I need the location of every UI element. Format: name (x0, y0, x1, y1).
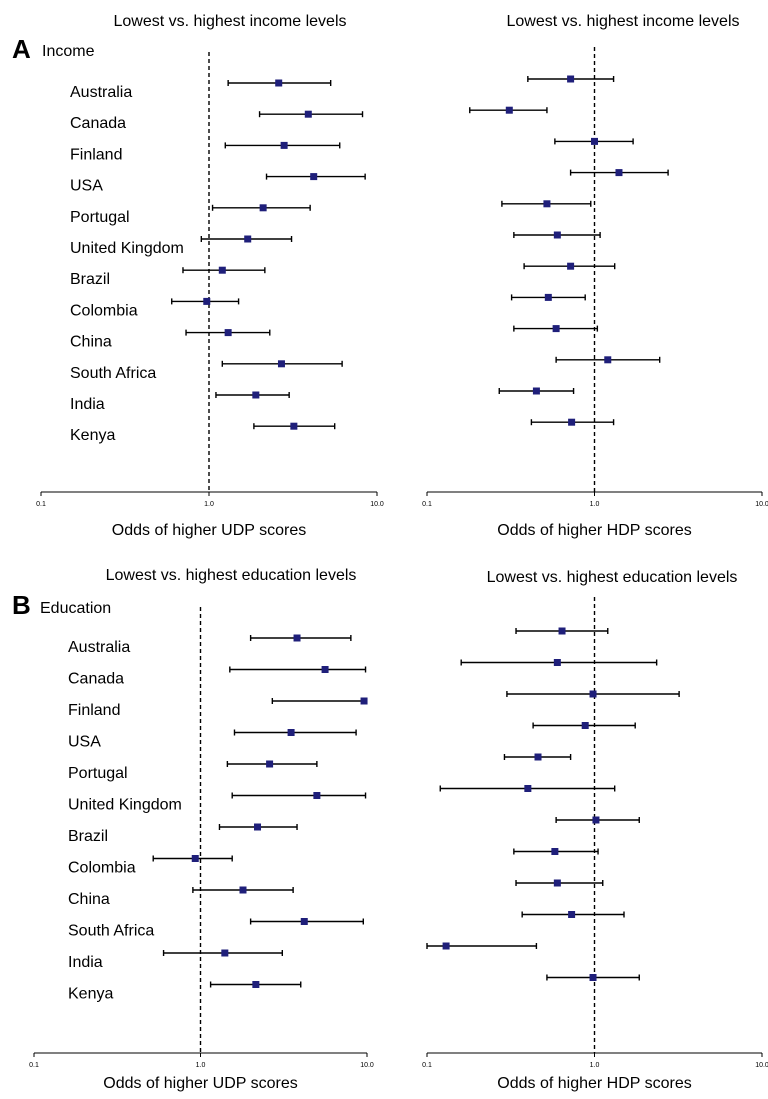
panel-name-income: Income (42, 43, 95, 60)
odds-ratio-marker (552, 325, 560, 333)
country-label: India (70, 396, 105, 413)
plot-title: Lowest vs. highest income levels (114, 13, 347, 30)
odds-ratio-marker (287, 729, 295, 736)
country-label: South Africa (70, 365, 156, 382)
odds-ratio-marker (568, 418, 576, 426)
x-axis-label: Odds of higher HDP scores (497, 522, 691, 539)
panel-letter-a: A (12, 34, 31, 64)
x-tick-label: 1.0 (590, 501, 600, 508)
odds-ratio-marker (275, 79, 283, 87)
odds-ratio-marker (615, 169, 623, 177)
country-label: USA (68, 734, 101, 751)
odds-ratio-marker (266, 760, 274, 768)
x-axis-label: Odds of higher UDP scores (103, 1075, 297, 1092)
x-tick-label: 10.0 (370, 501, 384, 508)
panel-name-education: Education (40, 600, 111, 617)
odds-ratio-marker (591, 137, 598, 145)
country-label: China (68, 891, 110, 908)
odds-ratio-marker (567, 75, 575, 83)
country-label: South Africa (68, 923, 154, 940)
odds-ratio-marker (568, 911, 576, 918)
odds-ratio-marker (221, 949, 229, 957)
odds-ratio-marker (534, 753, 542, 761)
x-tick-label: 1.0 (204, 501, 214, 508)
odds-ratio-marker (218, 266, 226, 274)
odds-ratio-marker (360, 697, 368, 705)
country-label: Colombia (68, 860, 136, 877)
odds-ratio-marker (581, 722, 589, 729)
odds-ratio-marker (505, 106, 513, 114)
odds-ratio-marker (567, 262, 575, 270)
country-label: Australia (70, 84, 132, 101)
country-label: United Kingdom (70, 240, 184, 257)
x-axis-label: Odds of higher UDP scores (112, 522, 306, 539)
x-tick-label: 0.1 (29, 1062, 39, 1069)
odds-ratio-marker (191, 855, 199, 862)
odds-ratio-marker (290, 422, 298, 430)
country-label: Portugal (68, 765, 128, 782)
x-axis-label: Odds of higher HDP scores (497, 1075, 691, 1092)
odds-ratio-marker (259, 204, 267, 212)
country-label: United Kingdom (68, 797, 182, 814)
x-tick-label: 1.0 (590, 1062, 600, 1069)
plot-title: Lowest vs. highest income levels (507, 13, 740, 30)
odds-ratio-marker (224, 329, 232, 337)
country-label: Kenya (68, 986, 113, 1003)
plot-title: Lowest vs. highest education levels (487, 569, 738, 586)
country-label: China (70, 334, 112, 351)
x-tick-label: 0.1 (422, 1062, 432, 1069)
odds-ratio-marker (310, 173, 318, 181)
country-label: Brazil (68, 828, 108, 845)
odds-ratio-marker (543, 200, 551, 208)
panel-letter-b: B (12, 590, 31, 620)
odds-ratio-marker (553, 659, 561, 666)
odds-ratio-marker (254, 823, 262, 831)
odds-ratio-marker (313, 792, 321, 799)
odds-ratio-marker (604, 356, 612, 364)
odds-ratio-marker (244, 235, 252, 243)
odds-ratio-marker (551, 848, 559, 855)
odds-ratio-marker (532, 387, 540, 395)
country-label: Finland (70, 146, 122, 163)
odds-ratio-marker (252, 391, 260, 399)
odds-ratio-marker (304, 110, 312, 118)
x-tick-label: 10.0 (755, 1062, 768, 1069)
x-tick-label: 0.1 (422, 501, 432, 508)
odds-ratio-marker (280, 141, 288, 149)
x-tick-label: 1.0 (196, 1062, 206, 1069)
country-label: Kenya (70, 427, 115, 444)
x-tick-label: 10.0 (755, 501, 768, 508)
country-label: Canada (68, 671, 124, 688)
odds-ratio-marker (553, 231, 561, 239)
country-label: Portugal (70, 209, 130, 226)
odds-ratio-marker (252, 981, 260, 988)
odds-ratio-marker (592, 816, 600, 824)
odds-ratio-marker (277, 360, 285, 368)
odds-ratio-marker (553, 879, 561, 887)
odds-ratio-marker (589, 974, 597, 981)
odds-ratio-marker (203, 297, 211, 305)
odds-ratio-marker (321, 666, 329, 673)
plot-title: Lowest vs. highest education levels (106, 567, 357, 584)
x-tick-label: 0.1 (36, 501, 46, 508)
odds-ratio-marker (300, 918, 308, 925)
odds-ratio-marker (293, 634, 301, 642)
odds-ratio-marker (524, 785, 532, 792)
odds-ratio-marker (544, 293, 552, 301)
country-label: Brazil (70, 271, 110, 288)
odds-ratio-marker (442, 942, 450, 950)
country-label: Canada (70, 115, 126, 132)
country-label: Finland (68, 702, 120, 719)
country-label: USA (70, 178, 103, 195)
country-label: India (68, 954, 103, 971)
odds-ratio-marker (239, 886, 247, 894)
odds-ratio-marker (558, 627, 566, 635)
country-label: Australia (68, 639, 130, 656)
country-label: Colombia (70, 302, 138, 319)
odds-ratio-marker (589, 690, 597, 698)
x-tick-label: 10.0 (360, 1062, 374, 1069)
